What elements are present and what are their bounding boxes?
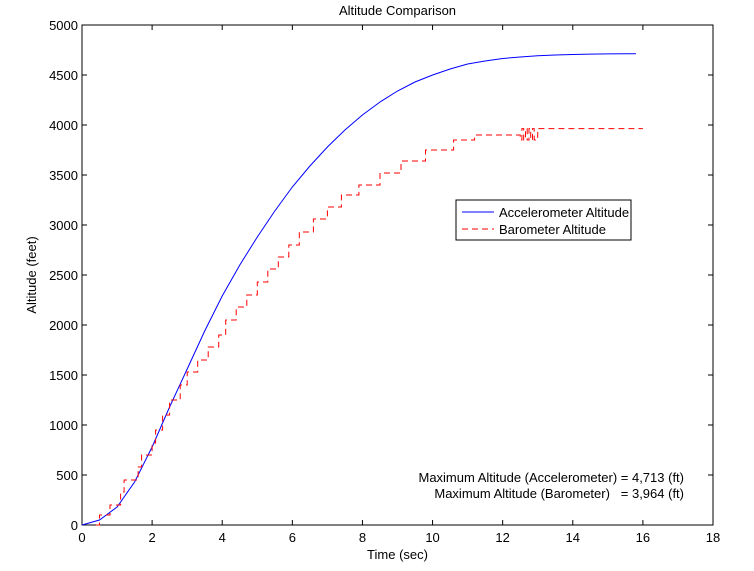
x-tick-label: 12 [495,530,509,545]
chart-title: Altitude Comparison [339,3,456,18]
y-tick-label: 2500 [49,268,78,283]
x-tick-label: 16 [636,530,650,545]
x-tick-label: 14 [566,530,580,545]
legend-box [455,199,632,241]
y-tick-label: 4000 [49,118,78,133]
y-tick-label: 3500 [49,168,78,183]
x-tick-label: 6 [289,530,296,545]
x-axis-label: Time (sec) [367,547,428,562]
y-tick-label: 5000 [49,18,78,33]
annotation-max-barometer: Maximum Altitude (Barometer) = 3,964 (ft… [434,486,684,501]
x-tick-label: 0 [78,530,85,545]
series-layer [81,53,643,526]
series-line-accelerometer [81,53,636,526]
y-tick-label: 4500 [49,68,78,83]
x-tick-label: 10 [425,530,439,545]
annotation-max-accelerometer: Maximum Altitude (Accelerometer) = 4,713… [418,470,684,485]
legend-label-barometer: Barometer Altitude [499,222,606,237]
x-tick-label: 2 [148,530,155,545]
x-tick-label: 4 [219,530,226,545]
y-tick-label: 1000 [49,418,78,433]
plot-area [81,24,714,526]
y-tick-label: 500 [56,468,78,483]
y-tick-label: 1500 [49,368,78,383]
series-line-barometer [96,128,643,526]
x-axis: 0 2 4 6 8 10 12 14 16 18 [78,25,720,545]
y-axis: 0 500 1000 1500 2000 2500 3000 3500 4000 4500 5000 [49,18,713,533]
y-tick-label: 3000 [49,218,78,233]
legend: Accelerometer Altitude Barometer Altitud… [455,199,632,241]
legend-label-accelerometer: Accelerometer Altitude [499,205,629,220]
x-tick-label: 8 [359,530,366,545]
x-tick-label: 18 [706,530,720,545]
y-tick-label: 2000 [49,318,78,333]
y-axis-label: Altitude (feet) [24,236,39,313]
y-tick-label: 0 [71,518,78,533]
